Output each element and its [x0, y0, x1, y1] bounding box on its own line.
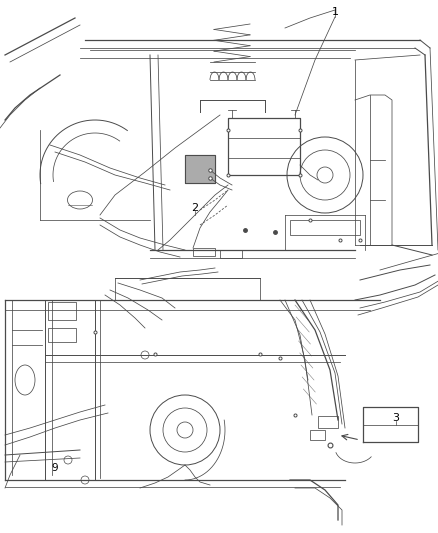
Bar: [220, 250, 242, 258]
Bar: [290, 220, 360, 235]
Bar: [48, 302, 76, 320]
Polygon shape: [185, 155, 215, 183]
Bar: [48, 328, 76, 342]
Text: 2: 2: [191, 203, 198, 213]
Text: 9: 9: [52, 463, 58, 473]
Text: 3: 3: [392, 413, 399, 423]
Bar: [318, 416, 338, 428]
Bar: [193, 248, 215, 256]
Bar: [310, 430, 325, 440]
Text: 1: 1: [332, 7, 339, 17]
